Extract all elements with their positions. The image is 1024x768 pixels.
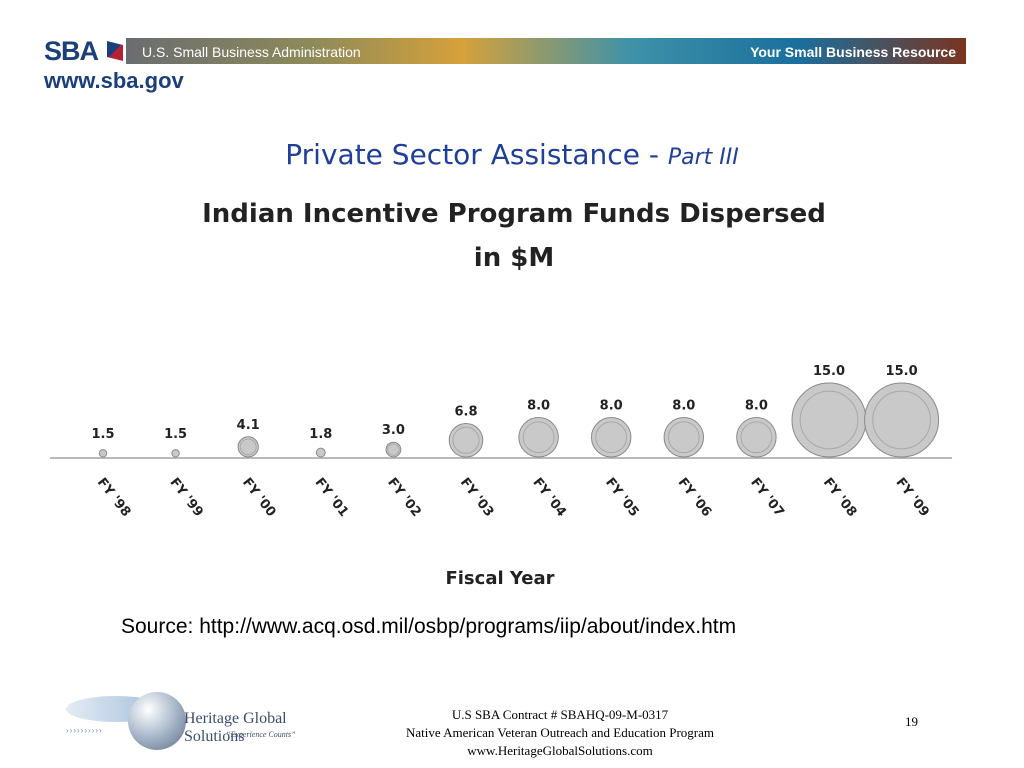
x-tick-label: FY '98 (94, 475, 133, 520)
data-label: 15.0 (813, 364, 845, 379)
coin-marker (315, 447, 326, 458)
slide-title-main: Private Sector Assistance - (285, 138, 668, 171)
coin-rim (452, 426, 480, 454)
sba-logo-text: SBA (44, 36, 99, 66)
coin-marker (171, 449, 180, 458)
chart-title-line2: in $M (474, 243, 554, 273)
coin-rim (667, 421, 700, 454)
coin-marker (448, 422, 484, 458)
source-citation: Source: http://www.acq.osd.mil/osbp/prog… (121, 615, 737, 638)
x-tick-label: FY '04 (529, 475, 568, 520)
x-tick-label: FY '06 (675, 475, 714, 520)
sba-banner: SBA U.S. Small Business Administration Y… (44, 36, 966, 66)
data-label: 8.0 (600, 399, 623, 414)
chart-marks: 1.5 FY '98 1.5 FY '99 4.1 FY '00 1.8 FY '01 3.0 F… (91, 364, 940, 520)
data-label: 3.0 (382, 423, 405, 438)
coin-rim (799, 390, 859, 450)
x-tick-label: FY '02 (384, 475, 423, 520)
footer-website[interactable]: www.HeritageGlobalSolutions.com (467, 743, 653, 758)
data-label: 8.0 (527, 399, 550, 414)
x-axis-label: Fiscal Year (445, 568, 554, 589)
footer-text: U.S SBA Contract # SBAHQ-09-M-0317 Nativ… (350, 706, 770, 760)
chart: Indian Incentive Program Funds Dispersed… (50, 199, 952, 589)
data-label: 8.0 (672, 399, 695, 414)
coin-marker (791, 382, 867, 458)
coin-rim (872, 390, 931, 450)
coin-marker (864, 382, 940, 458)
coin-marker (518, 417, 559, 458)
coin-rim (522, 421, 555, 454)
x-tick-label: FY '09 (892, 475, 931, 520)
x-tick-label: FY '00 (239, 475, 278, 520)
x-tick-label: FY '07 (747, 475, 786, 520)
x-tick-label: FY '08 (820, 475, 859, 520)
agency-name: U.S. Small Business Administration (142, 44, 361, 60)
heritage-logo: ›››››››››› Heritage Global Solutions “Ex… (66, 686, 336, 756)
x-tick-label: FY '01 (312, 475, 351, 520)
coin-marker (98, 449, 108, 458)
coin-marker (237, 436, 259, 458)
data-label: 15.0 (886, 364, 918, 379)
coin-rim (740, 421, 773, 454)
data-label: 1.5 (164, 427, 187, 442)
x-tick-label: FY '03 (457, 475, 496, 520)
coin-rim (595, 421, 628, 454)
coin-rim (239, 438, 257, 456)
sba-flag-icon (107, 41, 123, 61)
globe-icon (128, 692, 186, 750)
x-tick-label: FY '05 (602, 475, 641, 520)
coin-marker (736, 417, 777, 458)
chart-title-line1: Indian Incentive Program Funds Dispersed (202, 199, 826, 229)
coin-rim (387, 443, 400, 456)
coin-marker (590, 417, 632, 458)
heritage-logo-name: Heritage Global Solutions (184, 710, 287, 745)
sba-logo: SBA (44, 36, 124, 66)
coin-marker (663, 417, 705, 458)
banner-tagline: Your Small Business Resource (750, 44, 956, 60)
data-label: 1.5 (91, 427, 114, 442)
footer-program: Native American Veteran Outreach and Edu… (405, 725, 715, 740)
heritage-logo-motto: “Experience Counts” (226, 730, 296, 739)
data-label: 8.0 (745, 399, 768, 414)
x-tick-label: FY '99 (166, 475, 205, 520)
page-number: 19 (905, 714, 918, 729)
data-label: 4.1 (237, 418, 260, 433)
footer-contract: U.S SBA Contract # SBAHQ-09-M-0317 (451, 707, 669, 722)
data-label: 6.8 (454, 404, 477, 419)
arrow-dots-icon: ›››››››››› (66, 726, 103, 735)
slide-title: Private Sector Assistance - Part III (0, 138, 1024, 171)
data-label: 1.8 (309, 427, 332, 442)
sba-website[interactable]: www.sba.gov (44, 68, 184, 93)
banner-bar: U.S. Small Business Administration Your … (126, 38, 966, 64)
coin-marker (385, 441, 402, 458)
slide-title-suffix: Part III (667, 145, 739, 170)
